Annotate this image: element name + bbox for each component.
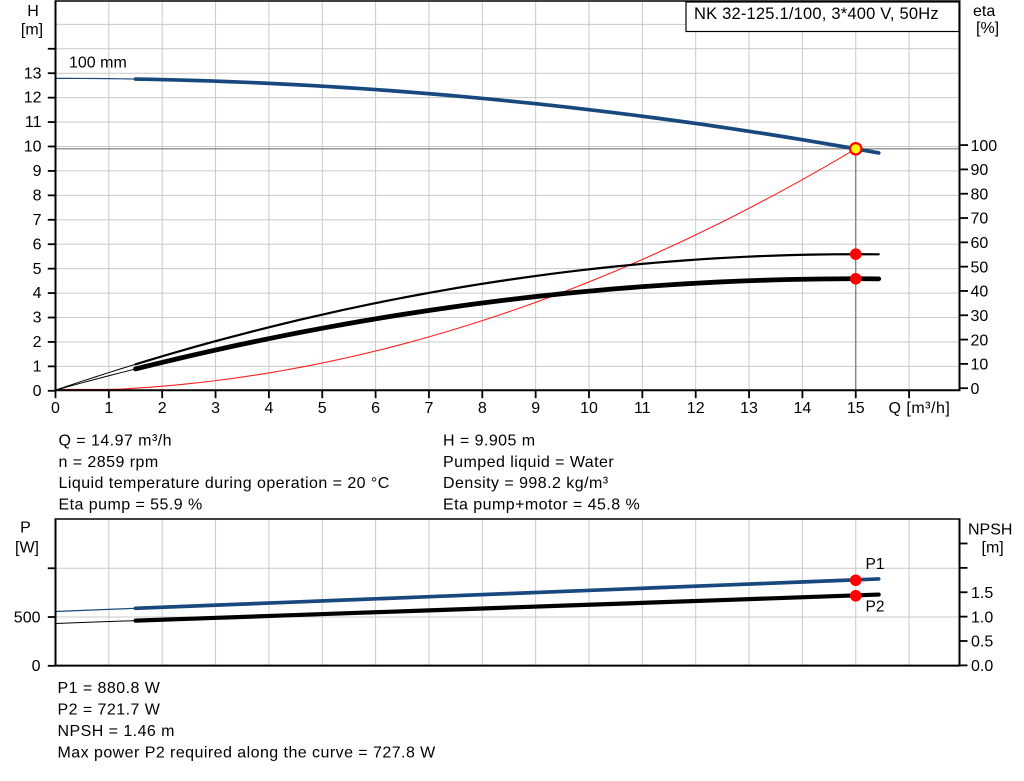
svg-text:40: 40 (971, 284, 989, 301)
svg-text:n = 2859 rpm: n = 2859 rpm (59, 454, 159, 471)
svg-text:8: 8 (478, 400, 487, 417)
svg-text:10: 10 (24, 139, 42, 156)
svg-text:1.0: 1.0 (971, 609, 993, 626)
svg-text:1.5: 1.5 (971, 585, 993, 602)
svg-text:P1: P1 (866, 556, 885, 573)
svg-text:12: 12 (24, 90, 42, 107)
svg-text:4: 4 (264, 400, 273, 417)
svg-text:3: 3 (33, 310, 42, 327)
svg-text:60: 60 (971, 235, 989, 252)
svg-text:Q [m³/h]: Q [m³/h] (889, 400, 951, 417)
svg-text:90: 90 (971, 162, 989, 179)
svg-text:Density = 998.2 kg/m³: Density = 998.2 kg/m³ (443, 475, 609, 492)
svg-text:0: 0 (971, 381, 980, 398)
svg-text:0.0: 0.0 (971, 658, 993, 675)
svg-text:0: 0 (33, 383, 42, 400)
svg-text:70: 70 (971, 211, 989, 228)
svg-text:NPSH: NPSH (968, 521, 1012, 538)
svg-text:Q = 14.97 m³/h: Q = 14.97 m³/h (59, 433, 172, 450)
svg-text:5: 5 (33, 261, 42, 278)
svg-text:80: 80 (971, 186, 989, 203)
svg-text:11: 11 (25, 114, 42, 131)
svg-text:P2: P2 (866, 599, 885, 616)
svg-text:100 mm: 100 mm (69, 55, 127, 72)
svg-text:H: H (27, 3, 39, 20)
svg-text:eta: eta (973, 3, 995, 20)
svg-text:9: 9 (531, 400, 540, 417)
svg-text:6: 6 (371, 400, 380, 417)
svg-text:500: 500 (14, 609, 41, 626)
svg-text:7: 7 (33, 212, 42, 229)
svg-text:NK 32-125.1/100, 3*400 V, 50Hz: NK 32-125.1/100, 3*400 V, 50Hz (694, 5, 939, 23)
svg-text:P1 = 880.8 W: P1 = 880.8 W (58, 680, 161, 697)
svg-text:50: 50 (971, 259, 989, 276)
svg-text:12: 12 (687, 400, 705, 417)
svg-text:10: 10 (971, 357, 989, 374)
svg-text:Pumped liquid = Water: Pumped liquid = Water (443, 454, 614, 471)
svg-text:14: 14 (794, 400, 812, 417)
svg-text:3: 3 (211, 400, 220, 417)
svg-text:Eta pump+motor = 45.8 %: Eta pump+motor = 45.8 % (443, 497, 640, 514)
svg-text:10: 10 (580, 400, 598, 417)
svg-text:30: 30 (971, 308, 989, 325)
svg-text:11: 11 (634, 400, 651, 417)
svg-text:100: 100 (971, 138, 998, 155)
svg-text:20: 20 (971, 332, 989, 349)
svg-text:4: 4 (33, 285, 42, 302)
svg-text:Max power P2 required along th: Max power P2 required along the curve = … (58, 745, 437, 762)
svg-text:Liquid temperature during oper: Liquid temperature during operation = 20… (59, 475, 390, 492)
svg-text:2: 2 (158, 400, 167, 417)
svg-text:[%]: [%] (976, 20, 999, 37)
svg-text:P2 = 721.7 W: P2 = 721.7 W (58, 702, 161, 719)
svg-text:0.5: 0.5 (971, 634, 993, 651)
svg-text:Eta pump = 55.9 %: Eta pump = 55.9 % (59, 497, 203, 514)
svg-text:[W]: [W] (15, 539, 39, 556)
svg-text:[m]: [m] (21, 22, 43, 39)
svg-text:NPSH = 1.46 m: NPSH = 1.46 m (58, 723, 175, 740)
svg-text:9: 9 (33, 163, 42, 180)
svg-text:13: 13 (740, 400, 758, 417)
svg-text:7: 7 (424, 400, 433, 417)
svg-text:1: 1 (33, 358, 42, 375)
svg-text:0: 0 (32, 658, 41, 675)
svg-text:[m]: [m] (982, 540, 1004, 557)
svg-text:8: 8 (33, 187, 42, 204)
svg-text:2: 2 (33, 334, 42, 351)
svg-text:5: 5 (318, 400, 327, 417)
svg-text:0: 0 (51, 400, 60, 417)
svg-text:6: 6 (33, 236, 42, 253)
svg-text:1: 1 (104, 400, 113, 417)
svg-text:15: 15 (847, 400, 865, 417)
svg-text:H = 9.905 m: H = 9.905 m (443, 433, 536, 450)
svg-text:P: P (20, 520, 31, 537)
svg-text:13: 13 (24, 65, 42, 82)
